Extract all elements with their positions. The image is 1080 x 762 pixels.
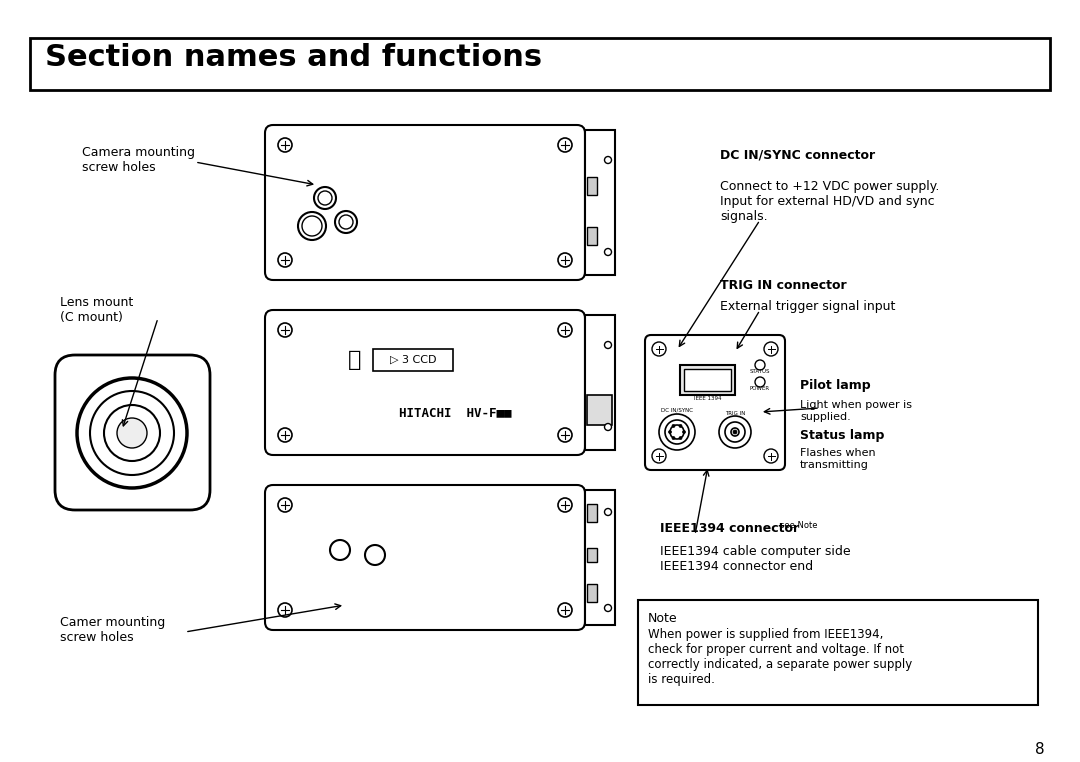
Bar	[585, 490, 615, 625]
Bar	[638, 600, 1038, 705]
Circle shape	[302, 216, 322, 236]
Circle shape	[558, 603, 572, 617]
Circle shape	[755, 377, 765, 387]
Circle shape	[725, 422, 745, 442]
Bar	[585, 315, 615, 450]
Text: POWER: POWER	[750, 386, 770, 391]
Text: Ⓜ: Ⓜ	[349, 350, 362, 370]
Circle shape	[558, 428, 572, 442]
Bar	[30, 38, 1050, 90]
Circle shape	[731, 428, 739, 436]
Text: HITACHI  HV-F■■: HITACHI HV-F■■	[399, 406, 511, 420]
Text: TRIG IN: TRIG IN	[725, 411, 745, 415]
Circle shape	[683, 431, 686, 434]
Circle shape	[733, 430, 737, 434]
Circle shape	[672, 437, 675, 440]
Text: 8: 8	[1036, 742, 1044, 757]
Circle shape	[670, 425, 684, 439]
FancyBboxPatch shape	[265, 125, 585, 280]
Circle shape	[314, 187, 336, 209]
Circle shape	[679, 424, 681, 427]
Circle shape	[77, 378, 187, 488]
Circle shape	[335, 211, 357, 233]
Circle shape	[339, 215, 353, 229]
Circle shape	[652, 342, 666, 356]
Circle shape	[605, 508, 611, 516]
Bar	[585, 130, 615, 275]
Text: Camer mounting
screw holes: Camer mounting screw holes	[60, 616, 165, 644]
Text: DC IN/SYNC: DC IN/SYNC	[661, 408, 693, 412]
Text: Status lamp: Status lamp	[800, 428, 885, 441]
FancyBboxPatch shape	[265, 310, 585, 455]
Circle shape	[679, 437, 681, 440]
Circle shape	[764, 449, 778, 463]
Circle shape	[605, 248, 611, 255]
Text: DC IN/SYNC connector: DC IN/SYNC connector	[720, 149, 875, 162]
Text: Light when power is
supplied.: Light when power is supplied.	[800, 400, 912, 421]
Circle shape	[719, 416, 751, 448]
Bar	[588, 395, 612, 425]
FancyBboxPatch shape	[645, 335, 785, 470]
Text: Connect to +12 VDC power supply.
Input for external HD/VD and sync
signals.: Connect to +12 VDC power supply. Input f…	[720, 180, 940, 223]
Bar	[680, 365, 735, 395]
Bar	[588, 548, 597, 562]
Circle shape	[318, 191, 332, 205]
Circle shape	[605, 341, 611, 348]
Circle shape	[605, 156, 611, 164]
Text: Note: Note	[648, 612, 677, 625]
Text: Camera mounting
screw holes: Camera mounting screw holes	[82, 146, 195, 174]
Bar	[684, 369, 731, 391]
Text: IEEE1394 cable computer side
IEEE1394 connector end: IEEE1394 cable computer side IEEE1394 co…	[660, 545, 851, 573]
Text: Flashes when
transmitting: Flashes when transmitting	[800, 448, 876, 469]
Circle shape	[90, 391, 174, 475]
Circle shape	[605, 424, 611, 431]
Text: IEEE1394 connector: IEEE1394 connector	[660, 521, 799, 534]
Circle shape	[672, 424, 675, 427]
Circle shape	[104, 405, 160, 461]
Circle shape	[278, 138, 292, 152]
Circle shape	[278, 323, 292, 337]
Circle shape	[278, 603, 292, 617]
Circle shape	[278, 253, 292, 267]
Circle shape	[117, 418, 147, 448]
Circle shape	[298, 212, 326, 240]
Circle shape	[365, 545, 384, 565]
Circle shape	[755, 360, 765, 370]
Bar	[588, 584, 597, 602]
Text: When power is supplied from IEEE1394,
check for proper current and voltage. If n: When power is supplied from IEEE1394, ch…	[648, 628, 913, 686]
Text: see Note: see Note	[780, 521, 818, 530]
Text: Pilot lamp: Pilot lamp	[800, 379, 870, 392]
Text: Lens mount
(C mount): Lens mount (C mount)	[60, 296, 133, 324]
Bar	[373, 349, 453, 371]
Bar	[588, 227, 597, 245]
FancyBboxPatch shape	[55, 355, 210, 510]
Circle shape	[558, 498, 572, 512]
Circle shape	[659, 414, 696, 450]
Circle shape	[665, 420, 689, 444]
Circle shape	[330, 540, 350, 560]
Text: IEEE 1394: IEEE 1394	[694, 395, 721, 401]
Text: External trigger signal input: External trigger signal input	[720, 300, 895, 313]
Text: Section names and functions: Section names and functions	[45, 43, 542, 72]
Bar	[588, 177, 597, 195]
Text: TRIG IN connector: TRIG IN connector	[720, 278, 847, 292]
Circle shape	[558, 138, 572, 152]
Circle shape	[558, 323, 572, 337]
Circle shape	[669, 431, 672, 434]
Text: STATUS: STATUS	[750, 369, 770, 374]
Circle shape	[558, 253, 572, 267]
Text: ▷ 3 CCD: ▷ 3 CCD	[390, 355, 436, 365]
FancyBboxPatch shape	[265, 485, 585, 630]
Circle shape	[278, 428, 292, 442]
Circle shape	[605, 604, 611, 611]
Circle shape	[278, 498, 292, 512]
Circle shape	[764, 342, 778, 356]
Bar	[588, 504, 597, 522]
Circle shape	[652, 449, 666, 463]
